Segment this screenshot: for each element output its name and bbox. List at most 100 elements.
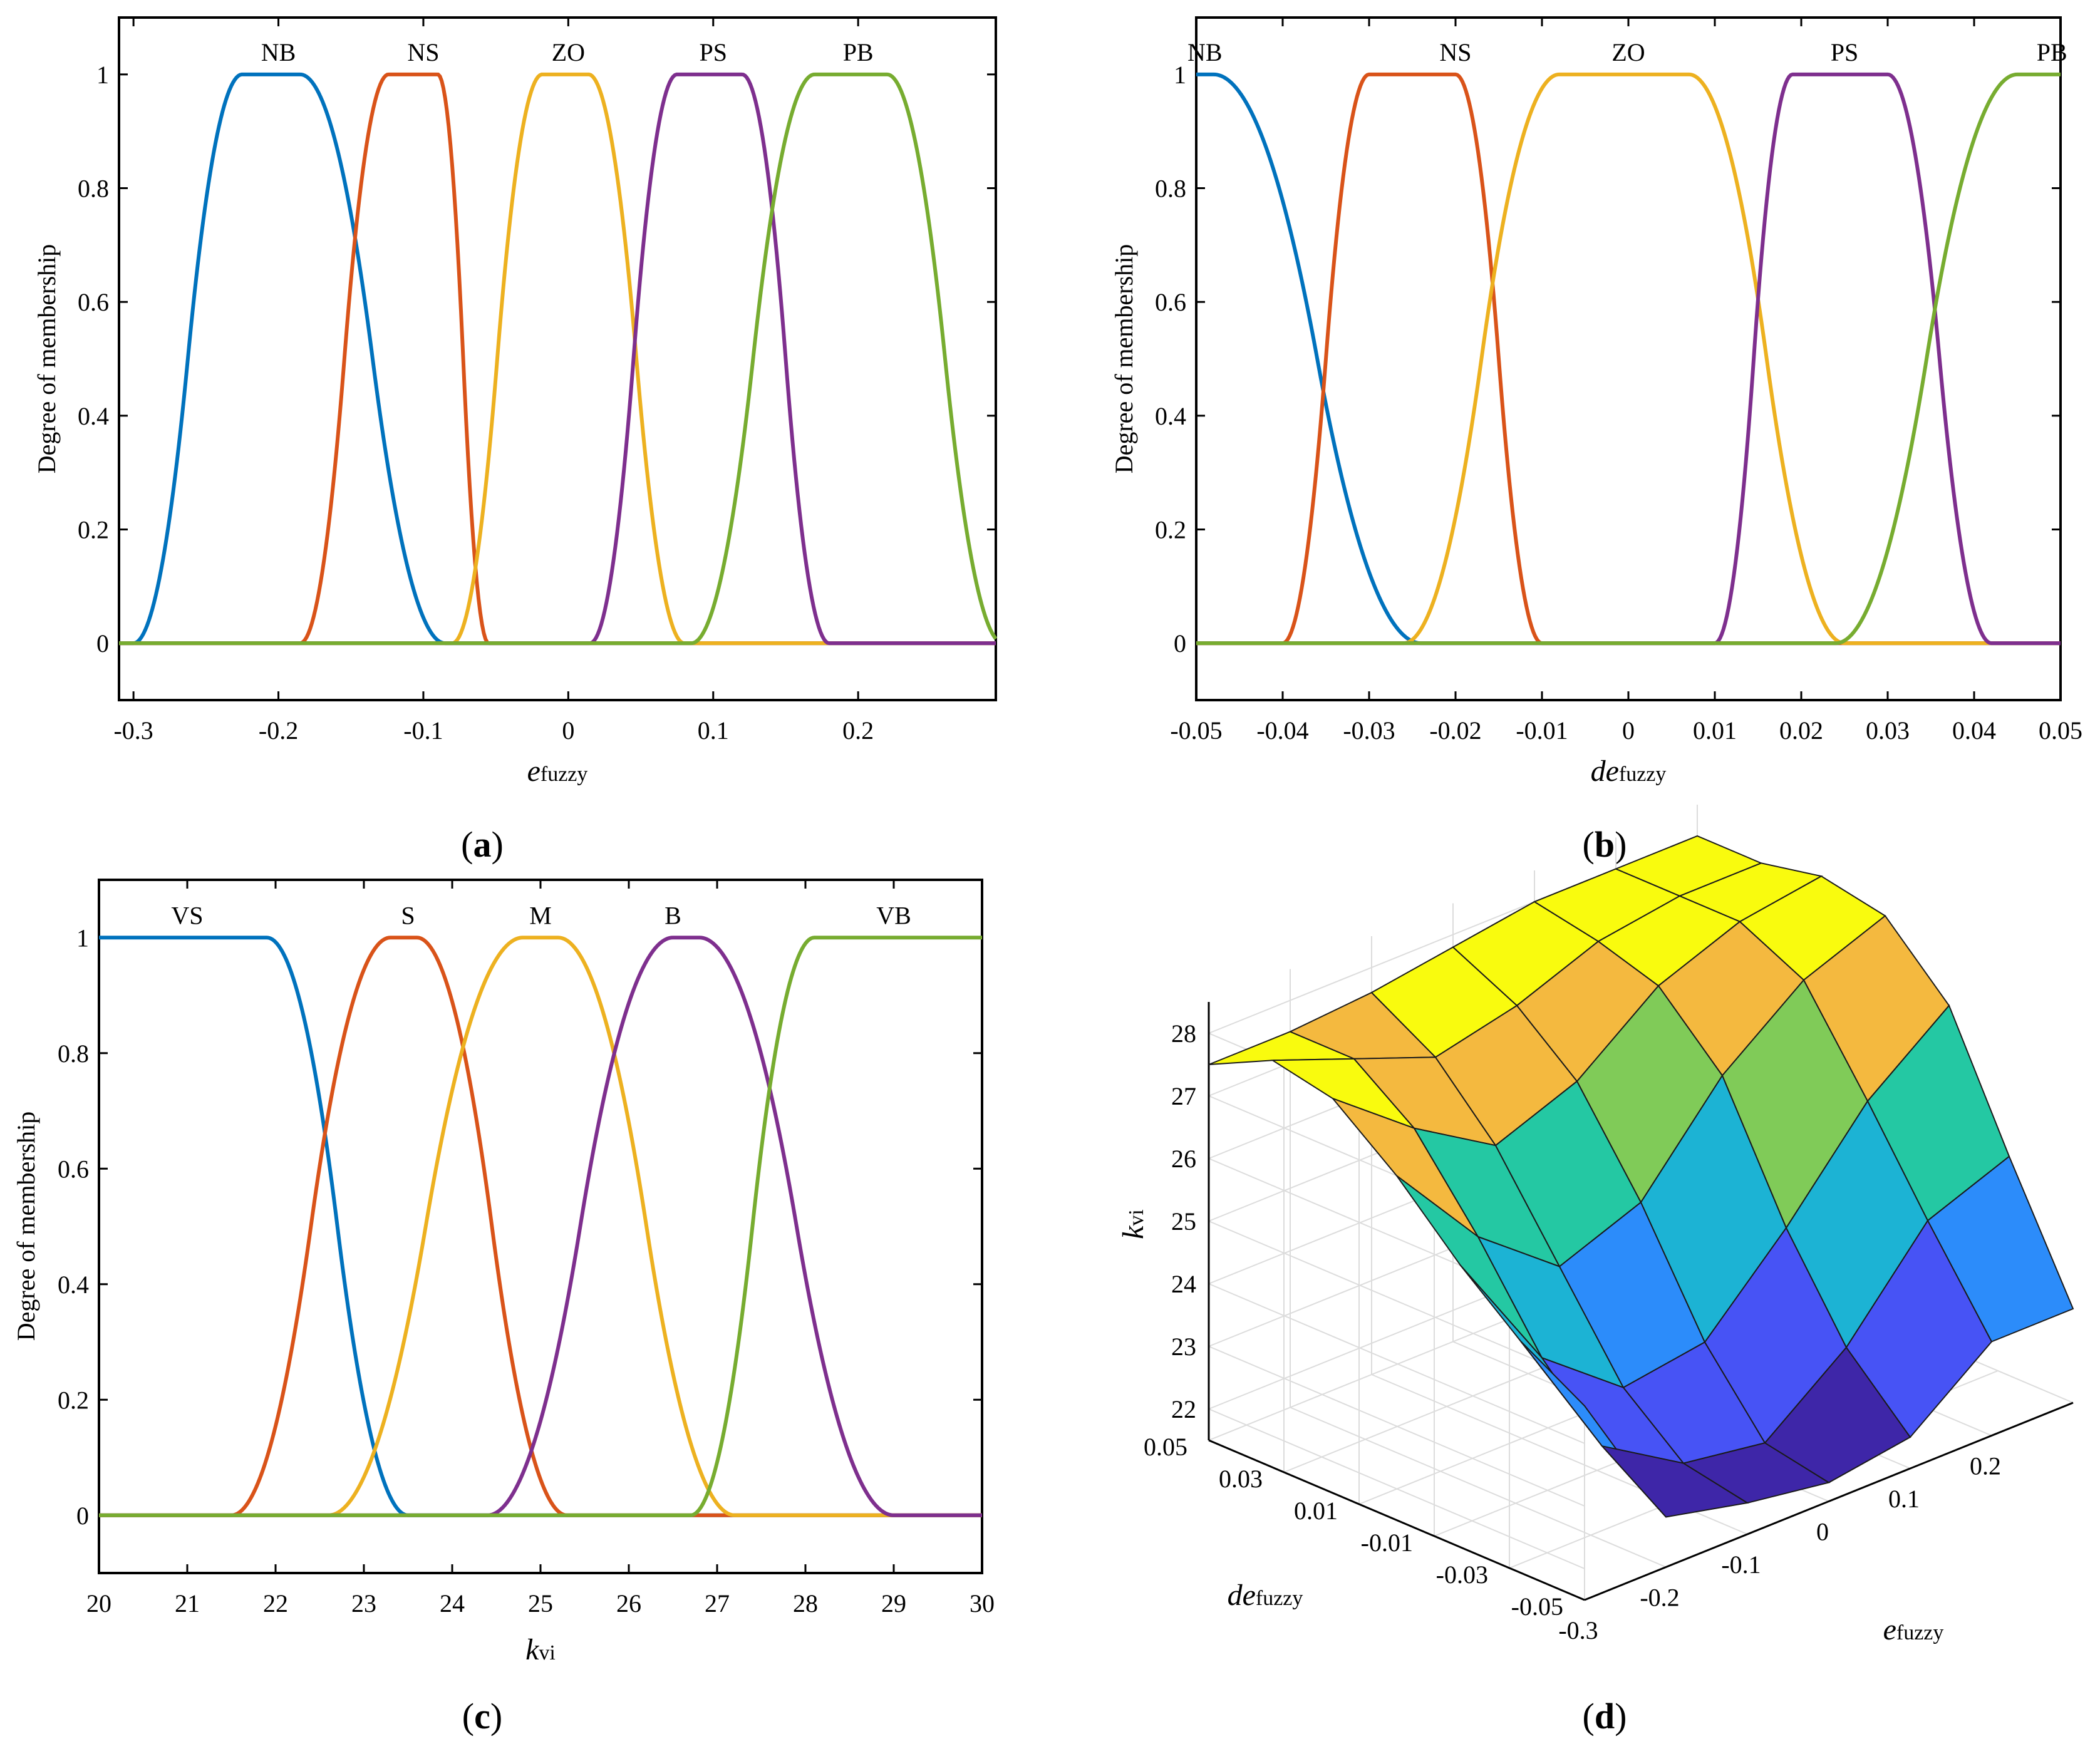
panel-b-xtick-label: 0.04 [1952, 716, 1996, 745]
panel-d-x-axis-line [1584, 1401, 2074, 1601]
panel-c-curve-vb [99, 936, 982, 1517]
panel-d-ztick-label: 24 [1171, 1270, 1196, 1298]
panel-c-xtick-label: 27 [705, 1589, 730, 1617]
panel-a-ytick-label: 0.6 [78, 288, 109, 316]
panel-c-xtick-label: 25 [528, 1589, 553, 1617]
panel-b-curve-pb [1196, 72, 2061, 646]
panel-b-caption-letter: b [1595, 824, 1615, 865]
panel-d-ytick-label: -0.03 [1436, 1561, 1488, 1589]
panel-d-ztick-label: 25 [1171, 1207, 1196, 1236]
panel-b-ytick-label: 0.8 [1155, 175, 1186, 203]
panel-d-ztick-label: 23 [1171, 1333, 1196, 1361]
panel-c-label-vb: VB [876, 901, 911, 929]
panel-d-grid-line [1208, 1220, 1585, 1381]
panel-a-curve-ns [119, 72, 996, 646]
panel-d-ytick-label: 0.03 [1219, 1465, 1263, 1493]
panel-c-label-b: B [665, 901, 681, 929]
panel-b-xtick-label: -0.01 [1516, 716, 1568, 745]
panel-d-z-axis-label-main: k [1117, 1225, 1150, 1239]
panel-a-xtick-label: -0.2 [259, 716, 298, 745]
panel-a-curve-nb [119, 72, 996, 646]
panel-c-xtick-label: 29 [881, 1589, 906, 1617]
panel-b-xtick-label: -0.04 [1256, 716, 1308, 745]
panel-b-x-axis-label-main: de [1591, 755, 1619, 788]
panel-b-xtick-label: 0.02 [1779, 716, 1823, 745]
panel-d-ticks: 22 23 24 25 26 27 28 -0.3 -0.2 -0.1 0 0.1 0.2 -0.05 -0… [1144, 1019, 2001, 1644]
panel-b-xtick-label: -0.05 [1170, 716, 1222, 745]
panel-d-xtick-label: 0.2 [1970, 1452, 2001, 1480]
panel-d-y-axis-label-sub: fuzzy [1256, 1587, 1303, 1610]
panel-a-curve-zo [119, 72, 996, 646]
panel-a-y-axis-label: Degree of membership [33, 244, 61, 474]
panel-d-grid-line [1290, 1406, 1667, 1568]
panel-a-ytick-label: 0.4 [78, 402, 109, 430]
panel-b-x-axis-label: defuzzy [1591, 755, 1667, 788]
panel-b-curves [1196, 72, 2061, 646]
panel-d-grid-line [1208, 1283, 1585, 1444]
panel-a-ticks: -0.3 -0.2 -0.1 0 0.1 0.2 0 0.2 0.4 0.6 0.8 1 [78, 18, 996, 745]
panel-c-x-axis-label-sub: vi [539, 1641, 555, 1664]
panel-d-x-axis-label: efuzzy [1883, 1613, 1944, 1646]
panel-c-curve-m [99, 936, 982, 1517]
panel-c-x-axis-label: kvi [525, 1633, 556, 1666]
panel-a-ytick-label: 0.8 [78, 175, 109, 203]
panel-c-xtick-label: 28 [793, 1589, 818, 1617]
panel-d-caption: (d) [1583, 1696, 1627, 1736]
panel-d-z-axis-label: kvi [1117, 1209, 1150, 1239]
panel-a-label-nb: NB [261, 38, 296, 66]
panel-b-y-axis-label: Degree of membership [1110, 244, 1138, 474]
panel-a-membership-e-fuzzy: -0.3 -0.2 -0.1 0 0.1 0.2 0 0.2 0.4 0.6 0.8 1 NB NS ZO… [33, 16, 998, 865]
panel-d-xtick-label: 0.1 [1888, 1485, 1920, 1513]
panel-b-label-ps: PS [1831, 38, 1859, 66]
panel-b-ytick-label: 0.6 [1155, 288, 1186, 316]
panel-a-mf-labels: NB NS ZO PS PB [261, 38, 874, 66]
panel-d-xtick-label: -0.2 [1640, 1584, 1679, 1612]
panel-c-curve-vs [99, 936, 982, 1517]
panel-c-ytick-label: 0.6 [58, 1155, 89, 1183]
panel-a-xtick-label: 0.2 [842, 716, 874, 745]
panel-c-axes-frame [98, 879, 983, 1574]
panel-c-ytick-label: 0.2 [58, 1386, 89, 1414]
panel-a-x-axis-label-main: e [527, 755, 541, 788]
panel-a-caption-letter: a [473, 824, 492, 865]
panel-c-curve-b [99, 936, 982, 1517]
panel-d-ztick-label: 22 [1171, 1395, 1196, 1423]
panel-c-ytick-label: 0.4 [58, 1271, 89, 1299]
panel-d-y-axis-line [1208, 1439, 1585, 1601]
panel-a-x-axis-label: efuzzy [527, 755, 588, 788]
panel-d-ytick-label: -0.05 [1511, 1592, 1563, 1621]
panel-c-xtick-label: 21 [175, 1589, 200, 1617]
panel-d-xtick-label: 0 [1816, 1518, 1829, 1546]
panel-a-xtick-label: 0 [562, 716, 574, 745]
panel-b-ytick-label: 0 [1174, 629, 1186, 658]
panel-c-ytick-label: 0.8 [58, 1040, 89, 1068]
panel-a-curves [119, 72, 998, 646]
panel-a-axes-frame [118, 16, 997, 701]
panel-d-y-axis-label: defuzzy [1228, 1579, 1303, 1612]
panel-d-surface [1208, 835, 2074, 1518]
panel-d-z-axis-label-sub: vi [1125, 1209, 1148, 1225]
panel-c-membership-kvi: 20 21 22 23 24 25 26 27 28 29 30 0 0.2 0.4 0.6 0.8 1 VS S… [12, 879, 995, 1736]
panel-a-xtick-label: -0.3 [113, 716, 153, 745]
panel-b-label-ns: NS [1439, 38, 1471, 66]
panel-b-xtick-label: -0.02 [1429, 716, 1481, 745]
panel-d-y-axis-label-main: de [1228, 1579, 1256, 1612]
panel-c-xtick-label: 20 [86, 1589, 111, 1617]
panel-d-xtick-label: -0.1 [1721, 1550, 1761, 1579]
panel-c-mf-labels: VS S M B VB [171, 901, 911, 929]
panel-c-xtick-label: 23 [351, 1589, 376, 1617]
panel-b-ytick-label: 0.2 [1155, 516, 1186, 544]
panel-b-membership-de-fuzzy: -0.05 -0.04 -0.03 -0.02 -0.01 0 0.01 0.02 0.03 0.… [1110, 16, 2082, 865]
panel-c-label-vs: VS [171, 901, 203, 929]
panel-a-caption: (a) [461, 824, 504, 865]
panel-b-label-nb: NB [1187, 38, 1223, 66]
panel-b-x-axis-label-sub: fuzzy [1619, 763, 1667, 786]
panel-d-x-axis-label-sub: fuzzy [1896, 1621, 1944, 1644]
panel-b-curve-ns [1196, 72, 2061, 646]
panel-a-ytick-label: 0.2 [78, 516, 109, 544]
panel-b-xtick-label: 0.01 [1693, 716, 1737, 745]
panel-c-x-axis-label-main: k [525, 1633, 540, 1666]
panel-a-curve-ps [119, 72, 996, 646]
panel-c-label-s: S [401, 901, 415, 929]
